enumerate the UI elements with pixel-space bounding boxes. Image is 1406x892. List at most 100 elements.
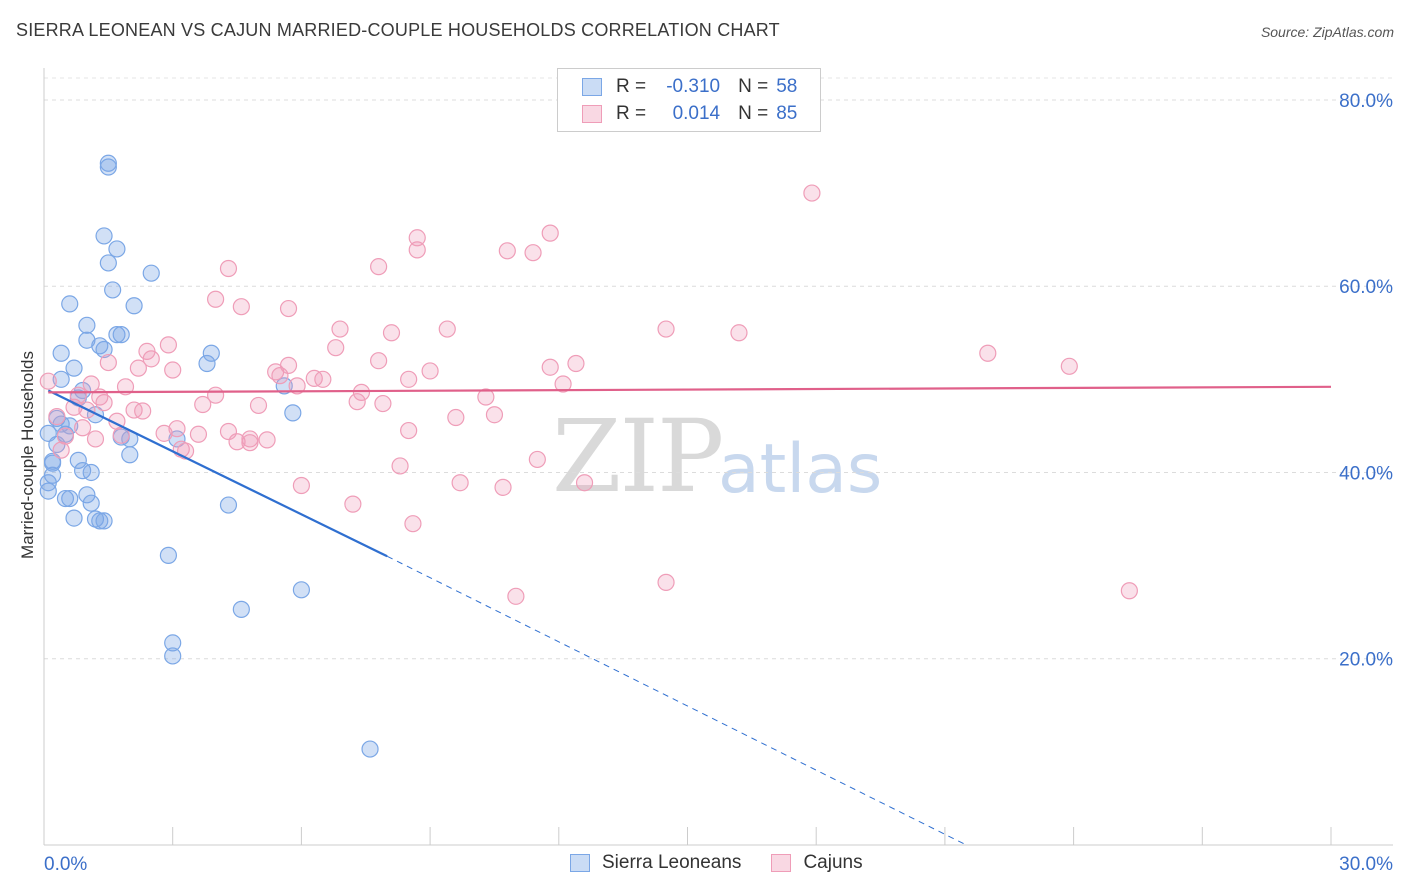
watermark-zip: ZIP <box>552 398 724 515</box>
data-point <box>95 394 113 412</box>
data-point <box>657 320 675 338</box>
data-point <box>507 587 525 605</box>
data-point <box>52 344 70 362</box>
data-point <box>447 408 465 427</box>
data-point <box>43 454 62 472</box>
data-point <box>39 372 57 390</box>
data-point <box>56 427 75 445</box>
data-point <box>391 457 409 475</box>
data-point <box>69 386 87 404</box>
data-point <box>125 401 143 419</box>
legend-item-sierra-leoneans[interactable]: Sierra Leoneans <box>570 852 741 874</box>
data-point <box>657 573 675 591</box>
data-point <box>43 466 62 484</box>
data-point <box>451 474 469 492</box>
data-point <box>78 486 96 504</box>
data-point <box>1120 582 1138 600</box>
data-point <box>108 240 126 258</box>
data-point <box>207 290 225 308</box>
data-point <box>164 647 182 665</box>
data-point <box>207 386 225 404</box>
data-point <box>125 297 143 315</box>
data-point <box>86 430 105 448</box>
series-legend: Sierra Leoneans Cajuns <box>570 852 893 874</box>
data-point <box>142 264 160 282</box>
trend-layer <box>47 385 1332 846</box>
data-point <box>99 158 117 176</box>
data-point <box>69 451 87 469</box>
x-tick-label: 0.0% <box>44 854 87 875</box>
watermark-atlas: atlas <box>718 430 883 509</box>
data-point <box>52 441 70 459</box>
y-tick-label: 40.0% <box>1339 463 1393 484</box>
data-point <box>39 482 57 500</box>
data-point <box>292 476 310 495</box>
trend-line <box>48 385 1332 394</box>
y-tick-label: 80.0% <box>1339 91 1393 112</box>
data-point <box>164 634 182 652</box>
data-point <box>108 326 126 344</box>
data-point <box>189 425 208 443</box>
data-point <box>249 396 268 415</box>
trend-line-extension <box>386 555 967 846</box>
tick-label-layer: 20.0% 40.0% 60.0% 80.0% 0.0% 30.0% <box>44 91 1393 875</box>
data-point <box>241 434 259 452</box>
data-point <box>56 489 75 508</box>
data-point <box>404 515 422 533</box>
data-point <box>400 421 418 440</box>
data-point <box>567 354 585 373</box>
trend-line <box>47 389 388 558</box>
legend-swatch-pink <box>771 854 792 872</box>
n-label: N = <box>738 103 769 124</box>
data-point <box>408 241 426 259</box>
data-point <box>219 259 238 278</box>
data-point <box>82 494 100 512</box>
data-point <box>279 356 298 374</box>
data-point <box>219 496 238 514</box>
data-point <box>370 258 388 276</box>
data-point <box>232 600 250 618</box>
grid-layer <box>44 77 1393 660</box>
legend-row-cajuns: R = 0.014 N = 85 <box>582 102 797 126</box>
data-point <box>374 394 392 413</box>
data-point <box>159 336 178 354</box>
data-point <box>116 378 135 396</box>
r-value: 0.014 <box>672 103 721 124</box>
data-point <box>95 512 113 530</box>
data-point <box>99 254 117 272</box>
y-tick-label: 60.0% <box>1339 277 1393 298</box>
data-point <box>95 227 113 245</box>
data-point <box>331 320 349 338</box>
data-point <box>61 295 79 313</box>
data-point <box>541 358 559 376</box>
data-point <box>327 339 345 357</box>
data-point <box>554 375 572 393</box>
data-point <box>121 446 139 464</box>
data-point <box>104 281 122 299</box>
legend-item-cajuns[interactable]: Cajuns <box>771 852 863 874</box>
data-point <box>382 324 401 342</box>
data-point <box>979 344 997 362</box>
data-point <box>202 344 220 362</box>
data-point <box>258 431 276 449</box>
data-point <box>288 377 306 395</box>
data-point <box>494 478 512 496</box>
r-label: R = <box>616 76 647 97</box>
data-point <box>159 546 178 564</box>
data-point <box>438 320 456 338</box>
data-point <box>228 433 246 451</box>
axis-layer <box>43 68 1393 846</box>
data-point <box>61 489 79 508</box>
data-point <box>275 377 293 395</box>
data-point <box>541 224 559 242</box>
data-point <box>99 154 117 172</box>
data-point <box>352 383 371 401</box>
data-point <box>421 362 439 380</box>
data-point <box>164 361 182 379</box>
n-value: 58 <box>776 76 798 97</box>
data-point <box>95 340 113 359</box>
data-point <box>408 229 426 247</box>
data-point <box>498 242 516 260</box>
data-point <box>142 350 160 368</box>
data-point <box>348 393 366 411</box>
